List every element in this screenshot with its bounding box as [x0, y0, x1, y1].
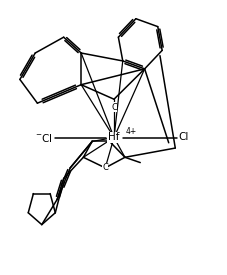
Text: C: C	[102, 163, 108, 172]
Text: Hf: Hf	[108, 133, 119, 142]
Text: C: C	[111, 103, 116, 112]
Text: 4+: 4+	[126, 127, 137, 136]
Text: $^{-}$Cl: $^{-}$Cl	[35, 131, 53, 144]
Text: Cl: Cl	[178, 133, 188, 142]
